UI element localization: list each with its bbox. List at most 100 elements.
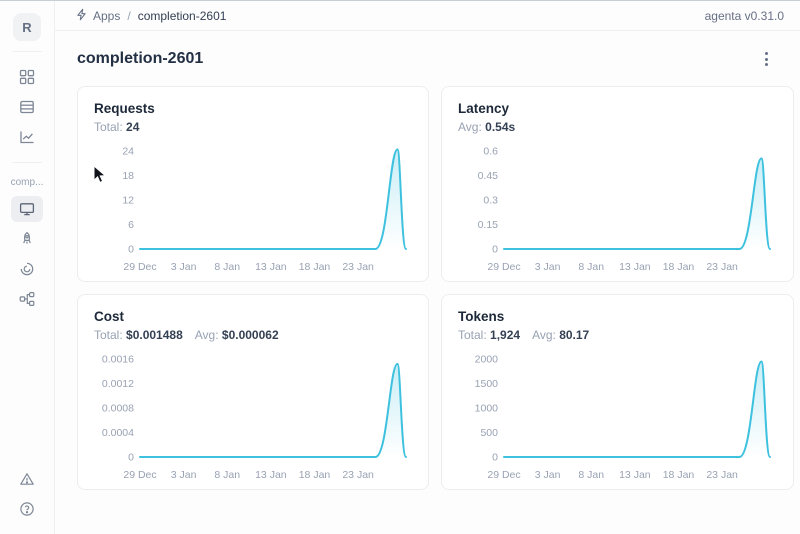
series-line	[503, 360, 771, 458]
chart-card-stats: Avg: 0.54s	[458, 120, 777, 136]
y-axis-tick-label: 0.0016	[102, 354, 134, 366]
x-axis-tick-label: 8 Jan	[578, 469, 604, 481]
chart-card-stats: Total: 1,924 Avg: 80.17	[458, 328, 777, 344]
x-axis-tick-label: 13 Jan	[255, 261, 287, 273]
y-axis-tick-label: 0.0012	[102, 378, 134, 390]
y-axis-tick-label: 24	[122, 146, 134, 158]
breadcrumb-apps-label: Apps	[93, 8, 121, 23]
sidebar-divider	[12, 51, 42, 52]
main-content: Apps / completion-2601 agenta v0.31.0 co…	[55, 1, 800, 534]
y-axis-tick-label: 2000	[475, 354, 499, 366]
kebab-menu-button[interactable]	[759, 48, 774, 70]
lightning-icon	[75, 8, 88, 24]
y-axis-tick-label: 0.3	[483, 195, 498, 207]
y-axis-tick-label: 0.15	[478, 219, 499, 231]
rocket-icon	[19, 231, 35, 247]
stat-label: Total:	[94, 120, 123, 134]
breadcrumb-current: completion-2601	[137, 8, 227, 23]
page-title: completion-2601	[77, 50, 204, 67]
y-axis-tick-label: 0.0004	[102, 427, 134, 439]
sidebar-item-apps[interactable]	[11, 64, 43, 90]
y-axis-tick-label: 0.45	[478, 170, 499, 182]
chart-card-title: Latency	[458, 101, 510, 116]
top-bar: Apps / completion-2601 agenta v0.31.0	[55, 1, 800, 31]
x-axis-tick-label: 13 Jan	[619, 261, 651, 273]
cyclone-icon	[19, 261, 35, 277]
y-axis-tick-label: 0	[492, 452, 498, 464]
latency-line-chart[interactable]: 0 0.15 0.3 0.45 0.6 29 Dec 3 Jan 8 Jan 13 Jan 18 …	[458, 139, 778, 277]
x-axis-tick-label: 8 Jan	[214, 469, 240, 481]
chart-card-stats: Total: 24	[94, 120, 412, 136]
sidebar-item-traces[interactable]	[11, 286, 43, 312]
x-axis-tick-label: 3 Jan	[171, 261, 197, 273]
sidebar-item-help[interactable]	[11, 496, 43, 522]
y-axis-tick-label: 18	[122, 170, 134, 182]
stat-value: $0.001488	[126, 328, 183, 342]
rows-icon	[19, 99, 35, 115]
series-area-fill	[504, 361, 770, 457]
requests-line-chart[interactable]: 0 6 12 18 24 29 Dec 3 Jan 8 Jan 13 Jan 18 Jan 23 J…	[94, 139, 414, 277]
y-axis-tick-label: 1500	[475, 378, 499, 390]
stat: Total: $0.001488	[94, 328, 183, 342]
x-axis-tick-label: 3 Jan	[535, 469, 561, 481]
latency-chart-card: Latency Avg: 0.54s 0 0.15 0.3 0.45 0.6 29 Dec…	[441, 86, 794, 282]
version-label: agenta v0.31.0	[704, 8, 784, 23]
x-axis-tick-label: 3 Jan	[171, 469, 197, 481]
y-axis-tick-label: 0	[128, 244, 134, 256]
warning-triangle-icon	[19, 471, 35, 487]
stat-label: Avg:	[458, 120, 482, 134]
series-line	[503, 157, 771, 250]
series-area-fill	[140, 363, 406, 457]
series-line	[139, 148, 407, 250]
charts-grid: Requests Total: 24 0 6 12 18 24 29 Dec 3 Jan 8 …	[55, 70, 800, 490]
cost-line-chart[interactable]: 0 0.0004 0.0008 0.0012 0.0016 29 Dec 3 Jan 8 Ja…	[94, 347, 414, 485]
stat-label: Avg:	[194, 328, 219, 342]
help-icon	[19, 501, 35, 517]
sidebar-item-observability[interactable]	[11, 124, 43, 150]
breadcrumb-apps-link[interactable]: Apps	[75, 8, 120, 24]
sidebar-item-testsets[interactable]	[11, 94, 43, 120]
x-axis-tick-label: 8 Jan	[214, 261, 240, 273]
x-axis-tick-label: 3 Jan	[535, 261, 561, 273]
chart-card-title: Requests	[94, 101, 155, 116]
sidebar: R comp...	[0, 1, 55, 534]
x-axis-tick-label: 18 Jan	[663, 261, 695, 273]
y-axis-tick-label: 0	[128, 452, 134, 464]
sidebar-item-deployments[interactable]	[11, 226, 43, 252]
x-axis-tick-label: 13 Jan	[255, 469, 287, 481]
stat-value: 24	[126, 120, 140, 134]
x-axis-tick-label: 18 Jan	[299, 261, 331, 273]
chart-line-icon	[19, 129, 35, 145]
requests-chart-card: Requests Total: 24 0 6 12 18 24 29 Dec 3 Jan 8 …	[77, 86, 429, 282]
breadcrumb: Apps / completion-2601	[75, 8, 226, 24]
chart-card-title: Tokens	[458, 309, 505, 324]
x-axis-tick-label: 29 Dec	[487, 469, 520, 481]
y-axis-tick-label: 6	[128, 219, 134, 231]
sidebar-item-alerts[interactable]	[11, 466, 43, 492]
stat-value: $0.000062	[221, 328, 279, 342]
y-axis-tick-label: 0.0008	[102, 403, 134, 415]
sidebar-item-evaluations[interactable]	[11, 256, 43, 282]
x-axis-tick-label: 18 Jan	[299, 469, 331, 481]
x-axis-tick-label: 13 Jan	[619, 469, 651, 481]
stat: Avg: 0.54s	[458, 120, 515, 134]
tokens-line-chart[interactable]: 0 500 1000 1500 2000 29 Dec 3 Jan 8 Jan 13 Jan 18…	[458, 347, 778, 485]
x-axis-tick-label: 29 Dec	[123, 469, 156, 481]
workspace-avatar[interactable]: R	[13, 13, 41, 41]
app-name-label: comp...	[10, 177, 44, 188]
series-line	[139, 362, 407, 458]
stat: Total: 24	[94, 120, 139, 134]
x-axis-tick-label: 8 Jan	[578, 261, 604, 273]
grid-icon	[19, 69, 35, 85]
y-axis-tick-label: 0	[492, 244, 498, 256]
series-area-fill	[504, 158, 770, 249]
y-axis-tick-label: 1000	[475, 403, 499, 415]
y-axis-tick-label: 0.6	[483, 146, 498, 158]
stat-value: 1,924	[490, 328, 521, 342]
y-axis-tick-label: 12	[122, 195, 134, 207]
x-axis-tick-label: 18 Jan	[663, 469, 695, 481]
x-axis-tick-label: 23 Jan	[706, 469, 738, 481]
stat-label: Avg:	[532, 328, 556, 342]
sidebar-item-playground[interactable]	[11, 196, 43, 222]
series-area-fill	[140, 149, 406, 249]
